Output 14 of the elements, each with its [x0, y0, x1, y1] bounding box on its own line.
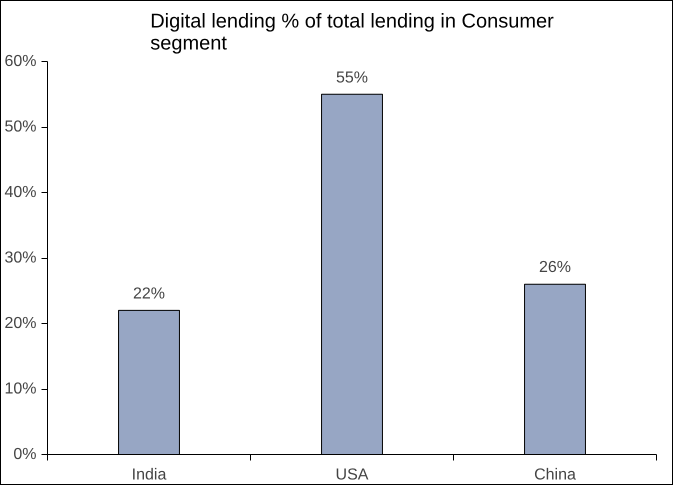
data-label: 55%: [336, 69, 368, 86]
data-label: 22%: [132, 285, 166, 302]
x-tick-label: USA: [336, 466, 369, 484]
y-tick-label: 10%: [4, 380, 37, 398]
y-tick-label: 60%: [4, 53, 37, 70]
x-tick-label: China: [534, 466, 576, 484]
data-label: 26%: [538, 259, 572, 276]
x-tick-label: India: [132, 466, 166, 484]
y-tick-label: 20%: [4, 315, 37, 332]
y-tick-label: 50%: [4, 118, 37, 136]
y-tick-label: 40%: [4, 184, 37, 201]
y-tick-label: 0%: [13, 446, 36, 463]
chart-title: Digital lending % of total lending in Consumer segment: [150, 10, 554, 54]
y-tick-label: 30%: [4, 250, 37, 266]
